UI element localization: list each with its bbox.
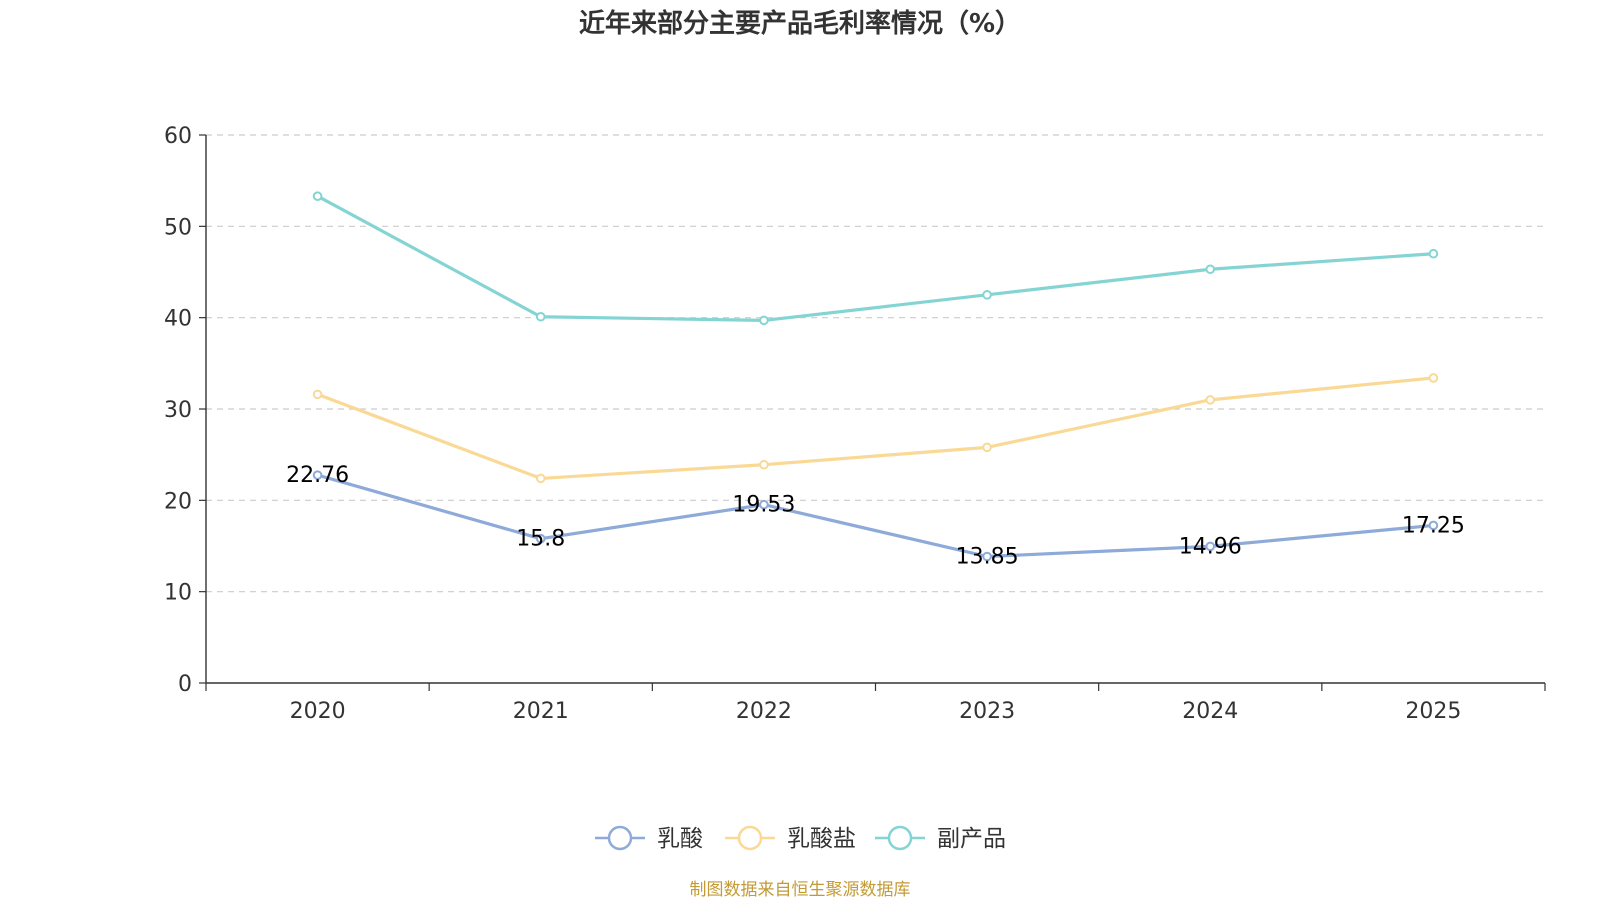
legend-item-1[interactable]: 乳酸盐 (725, 825, 856, 852)
data-point-0-0[interactable] (312, 470, 323, 480)
data-point-2-2[interactable] (759, 315, 769, 326)
series-group (312, 191, 1439, 562)
data-labels: 22.76 15.8 19.53 13.85 14.96 17.25 (286, 463, 1465, 569)
data-label-0-1: 15.8 (516, 527, 565, 552)
y-tick-label-50: 50 (164, 215, 192, 240)
legend-item-2[interactable]: 副产品 (875, 825, 1006, 852)
data-point-1-5[interactable] (1428, 373, 1439, 383)
legend-item-0[interactable]: 乳酸 (595, 825, 703, 852)
data-label-0-4: 14.96 (1179, 534, 1242, 559)
x-tick-label-2025: 2025 (1405, 699, 1461, 724)
series-line-0 (315, 473, 1436, 559)
source-note: 制图数据来自恒生聚源数据库 (690, 880, 911, 900)
y-tick-label-20: 20 (164, 489, 192, 514)
y-tick-label-10: 10 (164, 581, 192, 606)
y-tick-label-0: 0 (178, 672, 192, 697)
data-point-0-1[interactable] (535, 533, 546, 544)
x-tick-label-2020: 2020 (290, 699, 346, 724)
x-tick-label-2022: 2022 (736, 699, 792, 724)
data-point-0-5[interactable] (1428, 520, 1439, 531)
legend-marker-2 (887, 825, 913, 851)
series-line-1 (315, 376, 1436, 481)
x-tick-label-2023: 2023 (959, 699, 1015, 724)
data-point-0-2[interactable] (759, 499, 769, 510)
data-point-1-1[interactable] (535, 473, 546, 484)
data-label-0-3: 13.85 (956, 545, 1019, 570)
legend-marker-1 (737, 825, 763, 851)
y-tick-label-30: 30 (164, 398, 192, 423)
data-point-0-4[interactable] (1205, 541, 1216, 552)
data-point-0-3[interactable] (982, 551, 992, 562)
data-point-1-4[interactable] (1205, 395, 1216, 405)
data-point-2-1[interactable] (535, 311, 546, 322)
y-tick-label-60: 60 (164, 124, 192, 149)
data-label-0-0: 22.76 (286, 463, 349, 488)
data-point-2-0[interactable] (312, 191, 323, 201)
data-label-0-2: 19.53 (732, 493, 795, 518)
chart-title: 近年来部分主要产品毛利率情况（%） (579, 8, 1021, 39)
x-tick-label-2024: 2024 (1182, 699, 1238, 724)
x-tick-label-2021: 2021 (513, 699, 569, 724)
y-tick-label-40: 40 (164, 307, 192, 332)
data-point-2-3[interactable] (982, 290, 992, 300)
legend-label-1: 乳酸盐 (787, 826, 856, 852)
data-point-1-3[interactable] (982, 442, 992, 453)
grid-lines (206, 134, 1545, 593)
data-point-2-5[interactable] (1428, 248, 1439, 259)
series-line-2 (315, 194, 1436, 323)
legend-marker-0 (607, 825, 633, 851)
y-axis: 0 10 20 30 40 50 60 (164, 124, 207, 697)
x-axis: 2020 2021 2022 2023 2024 2025 (205, 682, 1546, 724)
legend-label-2: 副产品 (937, 826, 1006, 852)
legend-label-0: 乳酸 (657, 826, 703, 852)
data-label-0-5: 17.25 (1402, 513, 1465, 538)
legend[interactable]: 乳酸 乳酸盐 副产品 (595, 825, 1006, 852)
data-point-1-2[interactable] (759, 459, 769, 470)
data-point-2-4[interactable] (1205, 264, 1216, 275)
data-point-1-0[interactable] (312, 389, 323, 400)
